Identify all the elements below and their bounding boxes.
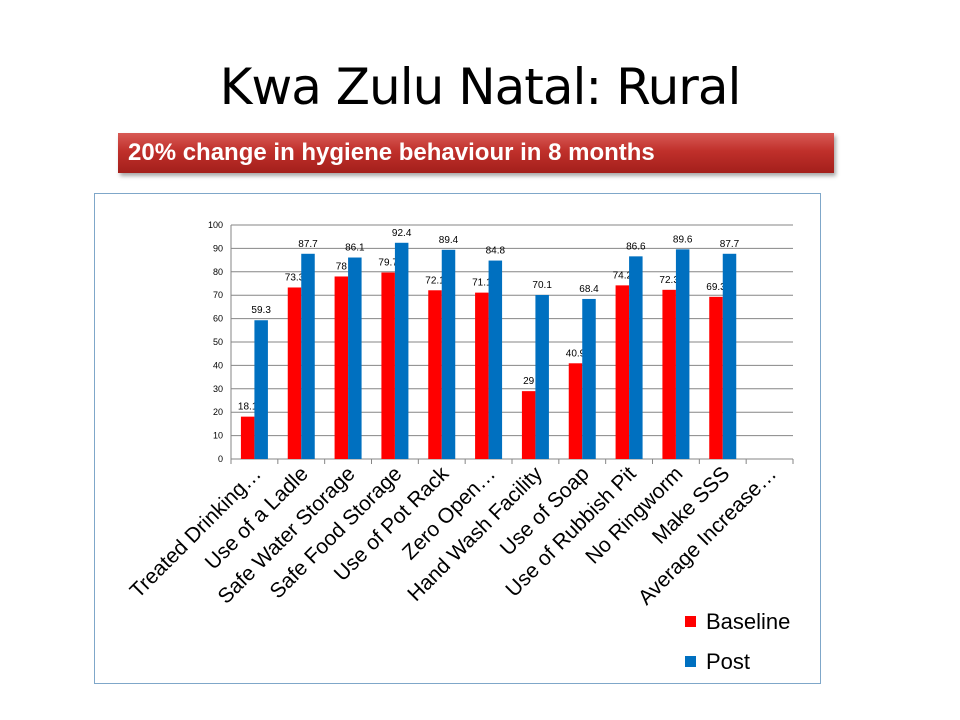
data-label: 68.4 [579, 284, 599, 295]
data-label: 72.1 [425, 275, 445, 286]
bar-post [675, 249, 690, 459]
legend-label: Post [706, 649, 750, 674]
bar-post [254, 320, 268, 459]
bar-baseline [334, 276, 349, 459]
y-tick-label: 30 [213, 384, 223, 394]
chart-frame [94, 193, 821, 684]
data-label: 87.7 [298, 239, 318, 250]
data-label: 59.3 [251, 305, 271, 316]
data-label: 78 [336, 261, 348, 272]
bar-baseline [521, 391, 536, 459]
legend-label: Baseline [706, 609, 790, 634]
bar-baseline [709, 296, 723, 459]
y-tick-label: 90 [213, 243, 223, 253]
y-tick-label: 50 [213, 337, 223, 347]
data-label: 79.7 [378, 258, 398, 269]
data-label: 72.3 [659, 275, 679, 286]
bar-post [488, 260, 503, 459]
y-tick-label: 80 [213, 267, 223, 277]
y-tick-label: 70 [213, 290, 223, 300]
y-tick-label: 40 [213, 360, 223, 370]
bar-baseline [475, 292, 489, 459]
y-tick-label: 0 [218, 454, 223, 464]
data-label: 71.1 [472, 278, 492, 289]
bar-baseline [568, 363, 583, 459]
bar-post [441, 249, 456, 459]
legend-swatch-baseline [685, 616, 696, 627]
y-tick-label: 100 [208, 220, 223, 230]
bar-baseline [287, 287, 302, 459]
bar-post [582, 298, 596, 459]
bar-post [629, 256, 643, 459]
bar-baseline [381, 272, 395, 459]
y-tick-label: 60 [213, 314, 223, 324]
bar-post [722, 253, 737, 459]
headline-banner: 20% change in hygiene behaviour in 8 mon… [118, 133, 834, 173]
bar-post [394, 242, 409, 459]
y-tick-label: 10 [213, 431, 223, 441]
data-label: 70.1 [532, 280, 552, 291]
data-label: 89.6 [673, 234, 693, 245]
legend-swatch-post [685, 656, 696, 667]
data-label: 74.2 [613, 270, 633, 281]
bar-baseline [240, 416, 255, 459]
y-tick-label: 20 [213, 407, 223, 417]
data-label: 18.1 [238, 402, 258, 413]
bar-post [535, 294, 549, 459]
data-label: 86.6 [626, 241, 646, 252]
data-label: 86.1 [345, 243, 365, 254]
bar-baseline [428, 290, 442, 459]
data-label: 40.9 [566, 348, 586, 359]
data-label: 89.4 [439, 235, 459, 246]
data-label: 69.3 [706, 282, 726, 293]
data-label: 92.4 [392, 228, 412, 239]
bar-baseline [615, 285, 630, 459]
bar-baseline [662, 289, 676, 459]
data-label: 29 [523, 376, 535, 387]
data-label: 73.3 [285, 272, 305, 283]
data-label: 84.8 [486, 246, 506, 257]
bar-post [301, 253, 315, 459]
data-label: 87.7 [720, 239, 740, 250]
slide-title: Kwa Zulu Natal: Rural [219, 58, 742, 116]
bar-post [348, 257, 362, 459]
